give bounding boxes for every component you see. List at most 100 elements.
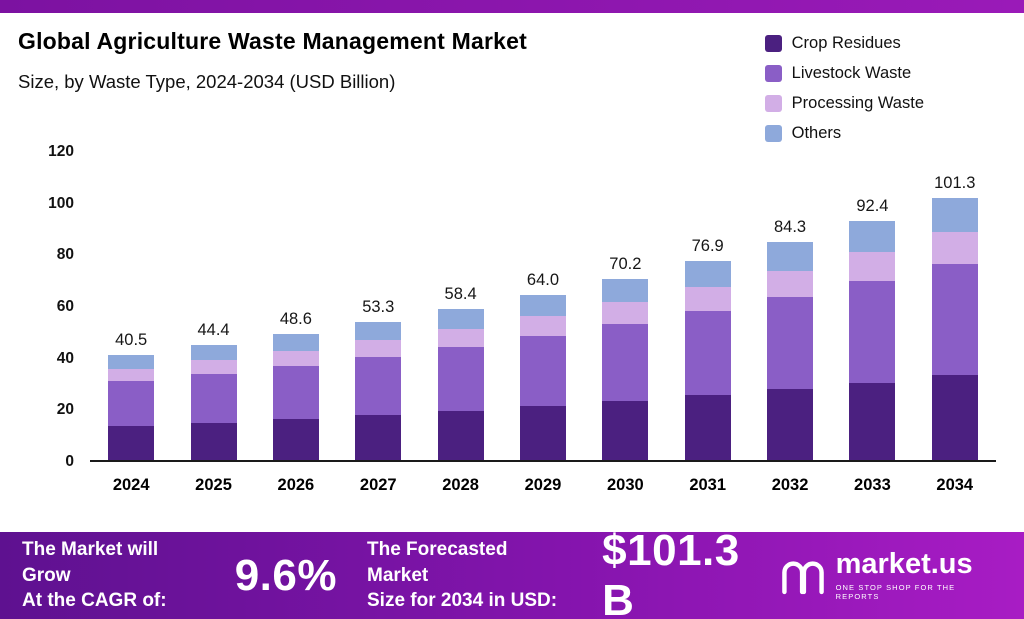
bar-segment-livestock-waste <box>190 373 237 423</box>
y-tick-100: 100 <box>48 194 74 212</box>
y-tick-80: 80 <box>56 246 74 264</box>
chart-legend: Crop Residues Livestock Waste Processing W… <box>764 34 924 143</box>
bar-stack-2027 <box>355 322 402 460</box>
bar-segment-processing-waste <box>684 287 731 311</box>
bar-segment-processing-waste <box>272 350 319 366</box>
x-axis-label-2034: 2034 <box>936 476 974 494</box>
legend-swatch-0 <box>764 35 782 52</box>
bar-segment-crop-residues <box>767 389 814 460</box>
bar-segment-others <box>190 345 237 361</box>
bar-segment-livestock-waste <box>519 336 566 407</box>
bar-segment-livestock-waste <box>931 263 978 375</box>
brand-logo: market.us ONE STOP SHOP FOR THE REPORTS <box>780 550 1002 601</box>
bar-segment-others <box>602 278 649 303</box>
bar-stack-2033 <box>849 221 896 460</box>
bar-segment-crop-residues <box>684 395 731 460</box>
bar-segment-livestock-waste <box>355 356 402 416</box>
brand-name: market.us <box>835 548 973 580</box>
cagr-label-line1: The Market will Grow <box>22 539 159 586</box>
bar-stack-2031 <box>684 261 731 460</box>
legend-label-2: Processing Waste <box>791 94 924 112</box>
bar-total-label: 76.9 <box>691 237 724 256</box>
bar-segment-processing-waste <box>355 340 402 357</box>
brand-tagline: ONE STOP SHOP FOR THE REPORTS <box>835 583 956 601</box>
bar-segment-crop-residues <box>931 374 978 460</box>
y-axis: 0 20 40 60 80 100 120 <box>22 143 74 470</box>
bar-segment-crop-residues <box>849 382 896 460</box>
x-axis-label-2024: 2024 <box>112 476 150 494</box>
legend-label-3: Others <box>791 124 842 142</box>
bar-segment-livestock-waste <box>602 324 649 402</box>
brand-text: market.us ONE STOP SHOP FOR THE REPORTS <box>835 548 996 602</box>
bar-column-2026: 48.6 <box>255 152 337 460</box>
marketus-logo-icon <box>780 556 826 596</box>
bar-segment-processing-waste <box>108 368 155 382</box>
bar-column-2024: 40.5 <box>90 152 172 460</box>
legend-item-3: Others <box>764 124 924 143</box>
legend-swatch-2 <box>764 95 782 112</box>
bar-segment-others <box>931 198 978 233</box>
bar-segment-livestock-waste <box>272 365 319 420</box>
bar-stack-2034 <box>931 198 978 460</box>
bar-segment-others <box>355 322 402 341</box>
bar-column-2034: 101.3 <box>914 152 996 460</box>
bar-segment-livestock-waste <box>437 346 484 411</box>
bar-segment-processing-waste <box>190 360 237 374</box>
bar-column-2025: 44.4 <box>172 152 254 460</box>
cagr-label-line2: At the CAGR of: <box>22 590 167 612</box>
x-axis-label-2027: 2027 <box>359 476 397 494</box>
legend-item-2: Processing Waste <box>764 94 924 113</box>
x-axis-labels: 2024 2025 2026 2027 2028 2029 2030 2031 2032 2033… <box>90 476 996 495</box>
stacked-bar-chart: 0 20 40 60 80 100 120 40.5 44.4 48.6 53.3 58.4 64.0… <box>22 142 1004 514</box>
cagr-value: 9.6% <box>234 550 337 600</box>
y-tick-20: 20 <box>56 401 74 419</box>
bar-column-2032: 84.3 <box>749 152 831 460</box>
bar-segment-processing-waste <box>849 252 896 281</box>
bar-total-label: 44.4 <box>197 321 230 340</box>
bar-stack-2025 <box>190 345 237 460</box>
bar-segment-processing-waste <box>519 316 566 336</box>
chart-header: Global Agriculture Waste Management Mark… <box>18 28 527 93</box>
x-axis-label-2030: 2030 <box>606 476 644 494</box>
legend-swatch-1 <box>764 65 782 82</box>
bar-total-label: 53.3 <box>362 298 395 317</box>
bar-stack-2024 <box>108 355 155 460</box>
cagr-label: The Market will Grow At the CAGR of: <box>22 537 207 614</box>
bar-segment-crop-residues <box>272 419 319 460</box>
bar-segment-others <box>108 355 155 369</box>
forecast-label-line2: Size for 2034 in USD: <box>367 590 558 612</box>
bar-segment-others <box>437 309 484 329</box>
forecast-label-line1: The Forecasted Market <box>367 539 508 586</box>
forecast-label: The Forecasted Market Size for 2034 in U… <box>367 537 568 614</box>
bar-column-2031: 76.9 <box>667 152 749 460</box>
bar-stack-2030 <box>602 278 649 460</box>
legend-label-0: Crop Residues <box>791 34 901 52</box>
y-tick-120: 120 <box>48 143 74 160</box>
bar-segment-crop-residues <box>355 415 402 460</box>
bar-total-label: 64.0 <box>526 270 560 289</box>
bar-column-2029: 64.0 <box>502 152 584 460</box>
bar-total-label: 48.6 <box>279 310 312 329</box>
forecast-value: $101.3 B <box>602 525 740 619</box>
legend-item-1: Livestock Waste <box>764 64 924 83</box>
bar-segment-crop-residues <box>519 406 566 460</box>
x-axis-label-2028: 2028 <box>442 476 479 494</box>
bar-total-label: 101.3 <box>934 174 976 193</box>
bar-segment-others <box>767 242 814 271</box>
bar-segment-livestock-waste <box>684 310 731 396</box>
bar-segment-processing-waste <box>931 232 978 264</box>
bar-stack-2028 <box>437 309 484 460</box>
bar-total-label: 84.3 <box>773 218 807 237</box>
x-axis-label-2026: 2026 <box>277 476 315 494</box>
bar-column-2028: 58.4 <box>419 152 501 460</box>
bar-total-label: 40.5 <box>115 331 148 350</box>
y-tick-60: 60 <box>56 298 74 315</box>
bar-segment-others <box>849 221 896 253</box>
bar-stack-2026 <box>272 334 319 460</box>
legend-label-1: Livestock Waste <box>791 64 912 82</box>
bar-total-label: 92.4 <box>856 197 889 216</box>
bar-segment-crop-residues <box>437 410 484 460</box>
bar-segment-others <box>272 334 319 351</box>
bar-column-2030: 70.2 <box>584 152 666 460</box>
